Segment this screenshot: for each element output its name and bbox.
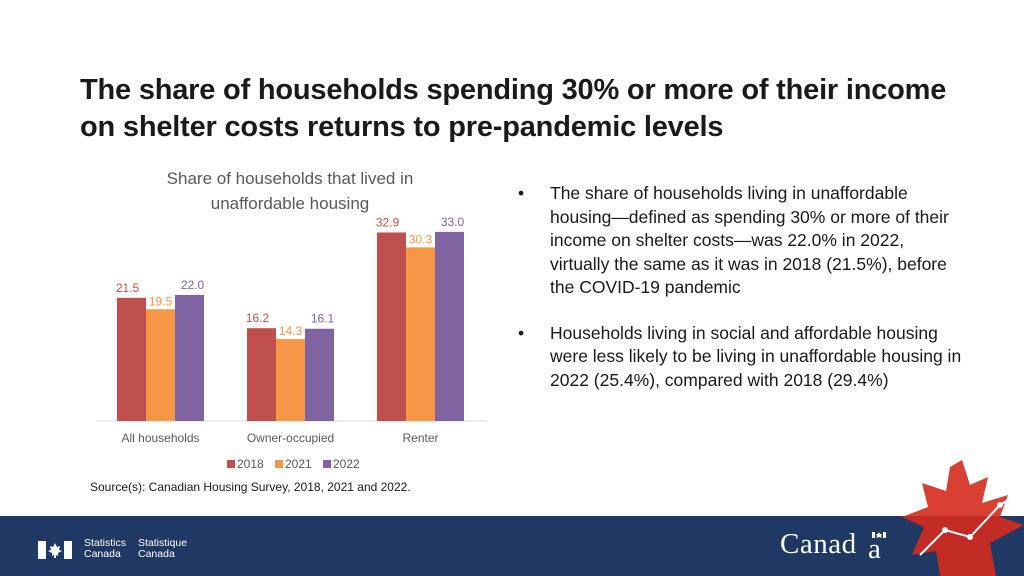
stats-en-line-1: Statistics xyxy=(84,537,127,549)
footer-bar xyxy=(0,516,1024,576)
svg-text:a: a xyxy=(868,533,881,560)
bar-2018 xyxy=(247,328,276,421)
data-label: 21.5 xyxy=(116,281,140,295)
canada-wordmark-flag-icon: a xyxy=(868,532,886,560)
category-label: Renter xyxy=(402,431,438,445)
bar-2022 xyxy=(175,294,204,421)
stats-en-line-2: Canada xyxy=(84,548,121,560)
source-note: Source(s): Canadian Housing Survey, 2018… xyxy=(90,480,411,494)
statistics-canada-en: Statistics Canada xyxy=(84,538,126,560)
category-label: All households xyxy=(121,431,199,445)
stats-fr-line-1: Statistique xyxy=(138,537,188,549)
bar-2021 xyxy=(276,339,305,421)
bullet-marker: • xyxy=(518,322,525,343)
data-label: 33.0 xyxy=(441,215,465,229)
bar-2022 xyxy=(305,328,334,421)
bullet-text: Households living in social and affordab… xyxy=(550,322,962,390)
bullet-marker: • xyxy=(518,183,525,203)
legend-label: 2018 xyxy=(237,457,264,471)
legend-swatch xyxy=(275,460,283,468)
bar-2022 xyxy=(435,231,464,421)
slide-title: The share of households spending 30% or … xyxy=(80,74,947,143)
data-label: 14.3 xyxy=(279,324,303,338)
bar-2021 xyxy=(406,247,435,421)
bar-2021 xyxy=(146,309,175,421)
legend-label: 2022 xyxy=(333,457,360,471)
bar-2018 xyxy=(117,297,146,421)
data-label: 16.2 xyxy=(246,311,270,325)
legend-swatch xyxy=(227,460,235,468)
bullet-item: • The share of households living in unaf… xyxy=(512,182,962,300)
data-label: 19.5 xyxy=(149,294,173,308)
bullet-item: • Households living in social and afford… xyxy=(512,322,962,393)
bullet-text: The share of households living in unaffo… xyxy=(550,183,949,297)
canada-flag-icon xyxy=(38,541,72,559)
data-label: 22.0 xyxy=(181,278,205,292)
stats-fr-line-2: Canada xyxy=(138,548,175,560)
canada-wordmark: Canad xyxy=(780,528,857,560)
data-label: 32.9 xyxy=(376,215,400,229)
legend-label: 2021 xyxy=(285,457,312,471)
data-label: 16.1 xyxy=(311,312,335,326)
category-label: Owner-occupied xyxy=(247,431,334,445)
chart-title: Share of households that lived in unaffo… xyxy=(166,169,414,213)
bar-2018 xyxy=(377,232,406,421)
statistique-canada-fr: Statistique Canada xyxy=(138,538,187,560)
maple-leaf-icon xyxy=(902,460,1024,576)
bullet-list: • The share of households living in unaf… xyxy=(512,182,962,414)
legend-swatch xyxy=(323,460,331,468)
data-label: 30.3 xyxy=(409,232,433,246)
